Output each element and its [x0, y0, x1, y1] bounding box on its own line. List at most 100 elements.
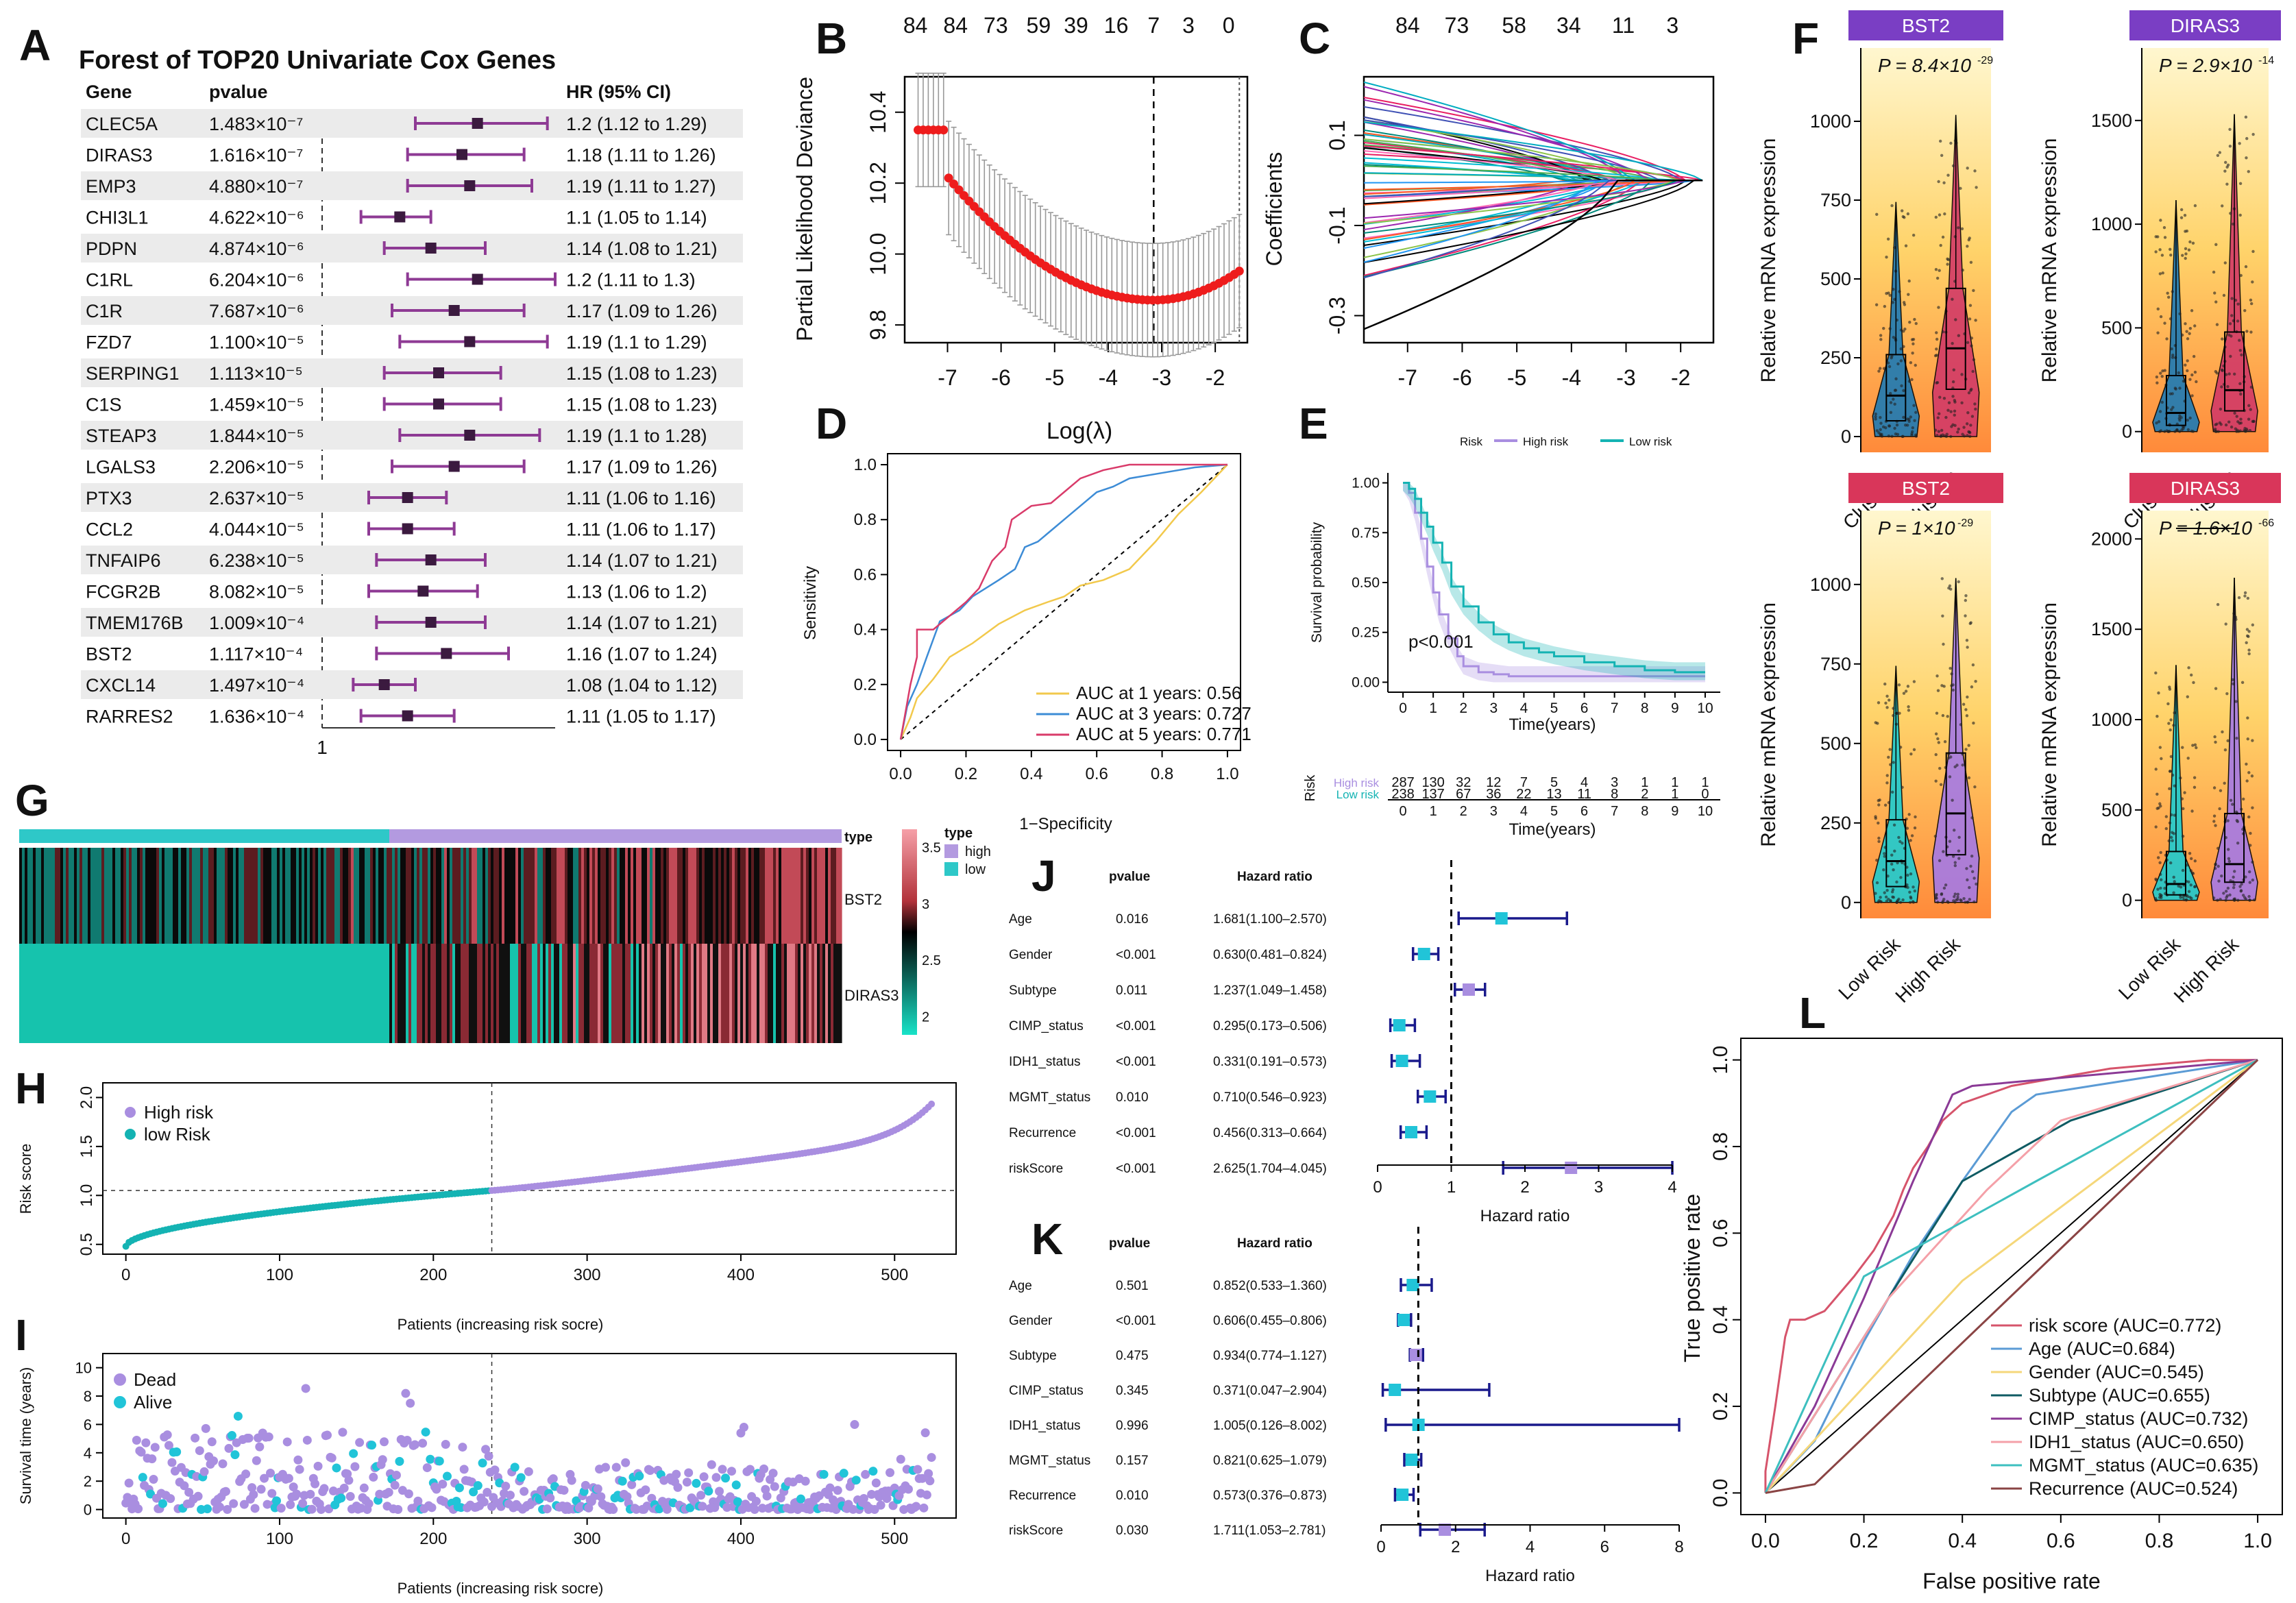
j-hr-point [1495, 912, 1508, 925]
data-point [1941, 899, 1945, 903]
legend-label: CIMP_status (AUC=0.732) [2029, 1408, 2248, 1429]
data-point [1892, 707, 1895, 710]
heat-cell-bst2 [576, 848, 579, 944]
y-axis-label: True positive rate [1680, 1194, 1705, 1362]
survival-point [542, 1504, 552, 1514]
heat-cell-bst2 [151, 848, 154, 944]
heat-cell-diras3 [351, 944, 354, 1043]
data-point [1934, 732, 1938, 736]
data-point [1968, 898, 1971, 901]
heat-cell-diras3 [543, 944, 546, 1043]
heat-cell-bst2 [581, 848, 585, 944]
heat-cell-diras3 [173, 944, 176, 1043]
heat-cell-bst2 [795, 848, 798, 944]
heat-cell-bst2 [387, 848, 390, 944]
survival-point [673, 1482, 683, 1492]
heat-cell-diras3 [587, 944, 590, 1043]
data-point [1951, 855, 1955, 858]
data-point [1938, 213, 1942, 217]
data-point [1892, 823, 1896, 827]
data-point [2190, 394, 2194, 397]
risk-count: 238 [1391, 787, 1414, 802]
y-tick-label: 500 [1820, 269, 1851, 289]
x-tick-label: -5 [1045, 365, 1064, 390]
y-tick-label: 1000 [1810, 111, 1851, 132]
data-point [1970, 336, 1974, 340]
k-hr-label: 0.821(0.625–1.079) [1213, 1454, 1327, 1468]
y-tick-label: 2000 [2091, 528, 2132, 549]
data-point [2236, 302, 2240, 306]
heat-cell-diras3 [367, 944, 371, 1043]
data-point [1885, 781, 1889, 785]
heat-cell-bst2 [260, 848, 264, 944]
heat-cell-diras3 [447, 944, 450, 1043]
k-x-axis-label: Hazard ratio [1485, 1567, 1575, 1585]
heat-cell-diras3 [436, 944, 439, 1043]
data-point [2181, 868, 2185, 872]
data-point [2221, 337, 2224, 341]
gene-label: FCGR2B [86, 582, 161, 602]
facet-title: DIRAS3 [2171, 478, 2240, 499]
data-point [2227, 857, 2231, 861]
data-point [1910, 378, 1914, 382]
survival-point [581, 1480, 590, 1490]
hr-point [448, 461, 460, 472]
data-point [1964, 708, 1968, 711]
data-point [1890, 862, 1894, 866]
heat-cell-bst2 [156, 848, 160, 944]
heat-cell-diras3 [269, 944, 272, 1043]
heat-cell-diras3 [121, 944, 124, 1043]
data-point [1933, 354, 1938, 358]
heat-cell-diras3 [532, 944, 535, 1043]
heat-cell-bst2 [381, 848, 384, 944]
data-point [2161, 271, 2164, 275]
heat-cell-bst2 [461, 848, 464, 944]
data-point [2216, 864, 2220, 868]
heat-cell-bst2 [148, 848, 151, 944]
heat-cell-diras3 [814, 944, 818, 1043]
heat-cell-bst2 [282, 848, 286, 944]
data-point [1898, 711, 1901, 715]
heat-cell-bst2 [22, 848, 25, 944]
data-point [2212, 814, 2216, 818]
pvalue-label: 4.880×10⁻⁷ [209, 176, 303, 197]
heat-cell-diras3 [781, 944, 785, 1043]
data-point [2155, 792, 2159, 796]
heat-cell-bst2 [25, 848, 28, 944]
heat-cell-bst2 [677, 848, 681, 944]
y-tick-label: 0.75 [1352, 525, 1380, 541]
data-point [1913, 826, 1917, 830]
heat-cell-bst2 [603, 848, 607, 944]
data-point [2238, 382, 2242, 386]
data-point [1895, 423, 1899, 427]
heat-cell-diras3 [282, 944, 286, 1043]
pvalue-label: 1.844×10⁻⁵ [209, 426, 304, 446]
heat-cell-diras3 [110, 944, 113, 1043]
heat-cell-bst2 [732, 848, 735, 944]
heat-cell-diras3 [617, 944, 620, 1043]
data-point [2232, 883, 2236, 886]
color-scale-bar [902, 829, 917, 1035]
data-point [2154, 825, 2158, 829]
risk-count: 3 [1611, 775, 1618, 790]
data-point [2186, 359, 2189, 363]
heat-cell-bst2 [746, 848, 749, 944]
heat-cell-bst2 [718, 848, 722, 944]
heat-cell-diras3 [680, 944, 683, 1043]
gene-label: C1R [86, 301, 123, 321]
heat-cell-diras3 [551, 944, 554, 1043]
y-tick-label: 0.5 [77, 1233, 96, 1256]
data-point [1912, 234, 1916, 237]
data-point [1907, 813, 1911, 816]
survival-point [224, 1443, 234, 1453]
j-hr-point [1417, 948, 1430, 960]
heat-cell-bst2 [389, 848, 393, 944]
survival-point [132, 1436, 141, 1445]
heat-cell-diras3 [751, 944, 755, 1043]
data-point [1953, 765, 1957, 769]
roc-curve [1764, 1059, 2258, 1494]
heat-cell-bst2 [143, 848, 146, 944]
survival-point [490, 1465, 500, 1475]
data-point [2212, 820, 2216, 823]
heat-cell-bst2 [244, 848, 247, 944]
